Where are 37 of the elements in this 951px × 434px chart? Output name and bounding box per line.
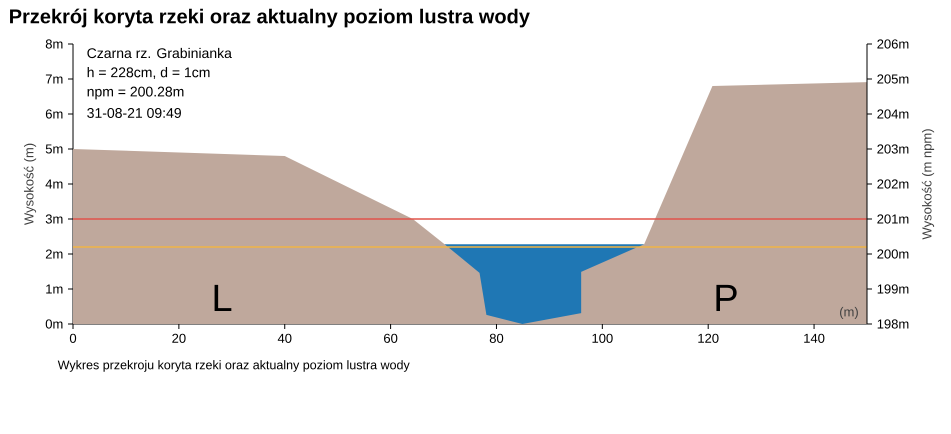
y2-tick-label: 200m — [877, 249, 908, 259]
x-axis-title: (m) — [840, 306, 858, 320]
y-tick-label: 2m — [46, 249, 62, 259]
y-tick-label: 8m — [46, 39, 62, 49]
y-tick-label: 6m — [46, 109, 62, 119]
x-tick-label: 140 — [804, 334, 824, 343]
y-axis-title: Wysokość (m) — [24, 144, 36, 226]
annotation: 31-08-21 09:49 — [87, 108, 181, 118]
x-tick-label: 120 — [698, 334, 719, 343]
annotation: h = 228cm, d = 1cm — [88, 67, 210, 79]
annotation: L — [214, 284, 232, 312]
y-tick-label: 1m — [46, 284, 62, 294]
x-tick-label: 60 — [384, 334, 398, 343]
chart-title: Przekrój koryta rzeki oraz aktualny poziom lustra wody — [10, 8, 530, 28]
y-tick-label: 5m — [46, 144, 62, 154]
y-tick-label: 3m — [46, 214, 62, 224]
y-tick-label: 7m — [46, 74, 62, 84]
y2-tick-label: 199m — [878, 284, 908, 294]
y2-tick-label: 203m — [877, 144, 908, 154]
y2-axis-title: Wysokość (m npm) — [922, 129, 934, 240]
y-tick-label: 4m — [46, 180, 62, 188]
text: Wykres przekroju koryta rzeki oraz aktualny poziom lustra wody — [58, 360, 410, 372]
y2-tick-label: 206m — [877, 39, 908, 49]
y2-tick-label: 205m — [877, 74, 908, 84]
annotation: Czarna rz. Grabinianka — [87, 48, 232, 58]
x-tick-label: 20 — [172, 334, 186, 343]
x-tick-label: 0 — [70, 334, 76, 343]
x-tick-label: 100 — [592, 334, 613, 343]
annotation: P — [716, 284, 737, 312]
x-tick-label: 80 — [490, 334, 504, 343]
y2-tick-label: 202m — [877, 179, 908, 189]
x-tick-label: 40 — [278, 334, 292, 343]
y-tick-label: 0m — [46, 319, 62, 329]
y2-tick-label: 204m — [877, 109, 908, 119]
annotation: npm = 200.28m — [88, 86, 184, 100]
y2-tick-label: 198m — [878, 319, 908, 329]
y2-tick-label: 201m — [877, 214, 908, 224]
